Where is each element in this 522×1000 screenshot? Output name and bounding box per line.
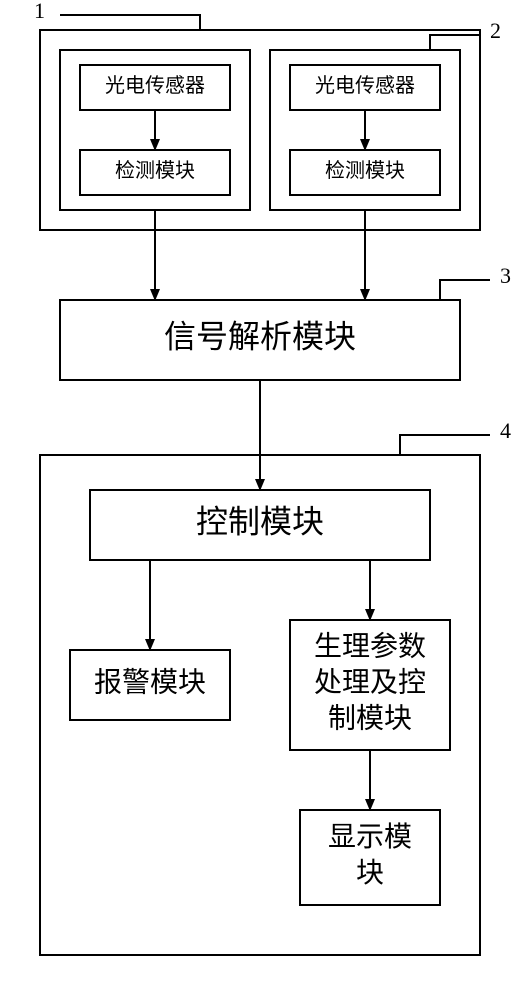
detect-left-label: 检测模块: [115, 159, 195, 182]
num-2-leader: [430, 35, 480, 50]
num-4-label: 4: [500, 418, 511, 443]
display-label-2: 块: [356, 858, 384, 889]
num-4-leader: [400, 435, 490, 455]
num-2-label: 2: [490, 18, 501, 43]
detect-right-label: 检测模块: [325, 159, 405, 182]
display-label-1: 显示模: [328, 821, 412, 853]
physio-label-2: 处理及控: [314, 666, 426, 698]
sensor-right-label: 光电传感器: [315, 74, 415, 97]
outer-top-box: [40, 30, 480, 230]
num-3-leader: [440, 280, 490, 300]
num-1-label: 1: [34, 0, 45, 23]
physio-label-1: 生理参数: [314, 630, 426, 662]
control-label: 控制模块: [196, 503, 324, 539]
sensor-left-label: 光电传感器: [105, 74, 205, 97]
diagram-canvas: 光电传感器检测模块 光电传感器检测模块信号解析模块控制模块报警模块 生理参数处理及控…: [0, 0, 522, 1000]
parser-label: 信号解析模块: [164, 318, 356, 354]
num-3-label: 3: [500, 263, 511, 288]
alarm-label: 报警模块: [94, 666, 206, 698]
physio-label-3: 制模块: [328, 702, 412, 734]
num-1-leader: [60, 15, 200, 30]
